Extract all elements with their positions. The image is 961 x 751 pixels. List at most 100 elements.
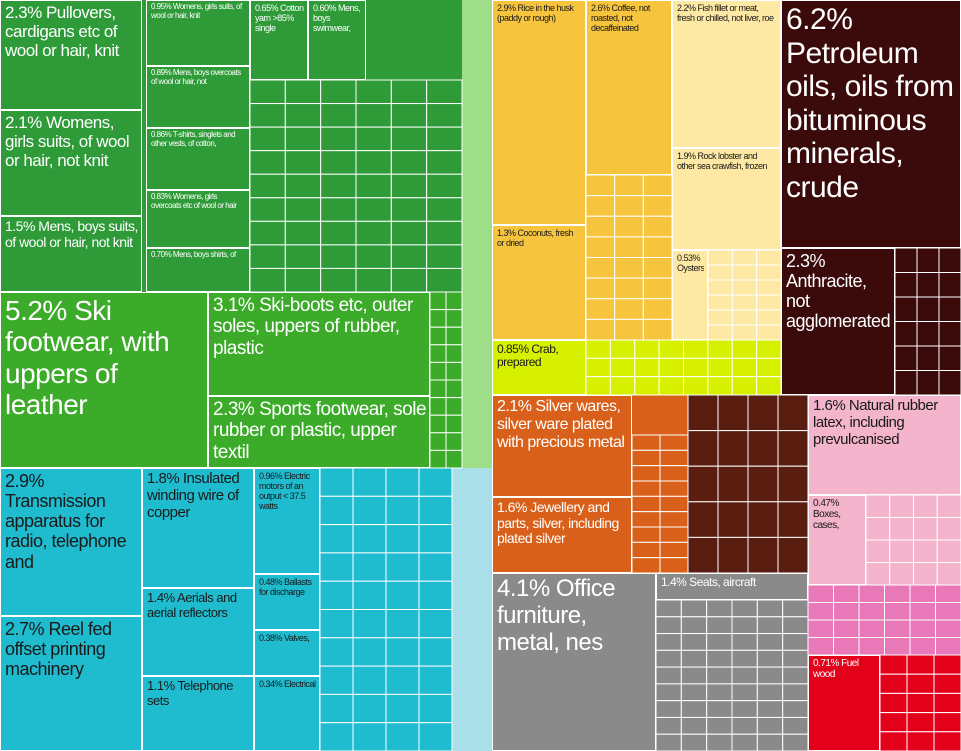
treemap-cell bbox=[731, 294, 758, 311]
treemap-item[interactable]: 2.2% Fish fillet or meat, fresh or chill… bbox=[672, 0, 781, 148]
treemap-item[interactable]: 5.2% Ski footwear, with uppers of leathe… bbox=[0, 292, 208, 468]
treemap-cell bbox=[429, 291, 447, 311]
treemap-item[interactable]: 1.3% Coconuts, fresh or dried bbox=[492, 225, 586, 340]
treemap-cell bbox=[445, 432, 463, 451]
treemap-item[interactable]: 0.65% Cotton yarn >85% single bbox=[250, 0, 308, 80]
treemap-cell bbox=[418, 637, 453, 667]
treemap-item[interactable]: 1.9% Rock lobster and other sea crawfish… bbox=[672, 148, 781, 250]
treemap-item[interactable]: 2.3% Pullovers, cardigans etc of wool or… bbox=[0, 0, 142, 110]
treemap-cell bbox=[884, 637, 911, 656]
treemap-item[interactable]: 6.2% Petroleum oils, oils from bituminou… bbox=[781, 0, 961, 248]
treemap-cell bbox=[655, 666, 682, 685]
treemap-item-label: 1.1% Telephone sets bbox=[147, 679, 234, 708]
treemap-cell bbox=[683, 376, 709, 396]
treemap-cell bbox=[731, 279, 758, 296]
treemap-cell bbox=[916, 345, 940, 371]
treemap-cell bbox=[659, 526, 689, 543]
region-background bbox=[452, 468, 492, 751]
treemap-cell bbox=[909, 584, 936, 603]
treemap-item[interactable]: 0.86% T-shirts, singlets and other vests… bbox=[146, 128, 250, 190]
treemap-item[interactable]: 0.48% Ballasts for discharge bbox=[254, 574, 320, 630]
treemap-cell bbox=[865, 494, 891, 518]
treemap-cell bbox=[936, 562, 961, 586]
treemap-cell bbox=[390, 220, 428, 246]
treemap-item[interactable]: 0.83% Womens, girls overcoats etc of woo… bbox=[146, 190, 250, 248]
treemap-item-label: 0.65% Cotton yarn >85% single bbox=[255, 3, 304, 34]
treemap-cell bbox=[385, 495, 420, 526]
treemap-item-label: 0.96% Electric motors of an output < 37.… bbox=[259, 471, 310, 512]
treemap-item[interactable]: 0.53% Oysters bbox=[672, 250, 708, 340]
treemap-cell bbox=[642, 236, 673, 258]
treemap-item[interactable]: 2.7% Reel fed offset printing machinery bbox=[0, 616, 142, 751]
treemap-cell bbox=[631, 465, 661, 482]
treemap-cell bbox=[687, 465, 719, 503]
treemap-item[interactable]: 2.1% Silver wares, silver ware plated wi… bbox=[492, 395, 632, 497]
treemap-item[interactable]: 0.95% Womens, girls suits, of wool or ha… bbox=[146, 0, 250, 66]
treemap-cell bbox=[913, 494, 938, 518]
treemap-cell bbox=[879, 712, 908, 733]
treemap-item[interactable]: 2.3% Sports footwear, sole rubber or pla… bbox=[208, 396, 430, 468]
treemap-item[interactable]: 1.6% Natural rubber latex, including pre… bbox=[808, 395, 961, 495]
treemap-item[interactable]: 0.71% Fuel wood bbox=[808, 655, 880, 751]
treemap-cell bbox=[731, 357, 758, 378]
treemap-item[interactable]: 0.96% Electric motors of an output < 37.… bbox=[254, 468, 320, 574]
treemap-cell bbox=[352, 495, 387, 526]
treemap-cell bbox=[747, 394, 779, 432]
treemap-cell bbox=[352, 693, 387, 724]
treemap-cell bbox=[385, 580, 420, 611]
treemap-item[interactable]: 0.85% Crab, prepared bbox=[492, 340, 586, 395]
treemap-cell bbox=[916, 272, 940, 298]
treemap-cell bbox=[355, 126, 392, 152]
treemap-cell bbox=[687, 430, 719, 467]
treemap-item[interactable]: 1.4% Seats, aircraft bbox=[656, 573, 808, 600]
treemap-item[interactable]: 1.4% Aerials and aerial reflectors bbox=[142, 588, 254, 676]
treemap-item[interactable]: 1.1% Telephone sets bbox=[142, 676, 254, 751]
treemap-item-label: 1.3% Coconuts, fresh or dried bbox=[497, 228, 574, 249]
treemap-cell bbox=[938, 321, 961, 347]
treemap-item[interactable]: 1.6% Jewellery and parts, silver, includ… bbox=[492, 497, 632, 573]
treemap-item[interactable]: 2.9% Transmission apparatus for radio, t… bbox=[0, 468, 142, 616]
treemap-item-label: 1.4% Seats, aircraft bbox=[661, 576, 756, 589]
treemap-item[interactable]: 2.9% Rice in the husk (paddy or rough) bbox=[492, 0, 586, 225]
treemap-cell bbox=[865, 517, 891, 541]
treemap-cell bbox=[585, 215, 616, 238]
treemap-cell bbox=[858, 637, 885, 656]
treemap-cell bbox=[585, 318, 616, 341]
treemap-item[interactable]: 3.1% Ski-boots etc, outer soles, uppers … bbox=[208, 292, 430, 396]
treemap-cell bbox=[585, 357, 611, 378]
treemap-cell bbox=[731, 716, 758, 735]
treemap-cell bbox=[884, 584, 911, 603]
treemap-cell bbox=[418, 467, 453, 497]
treemap-cell bbox=[319, 637, 354, 667]
treemap-cell bbox=[284, 197, 322, 222]
treemap-cell bbox=[865, 539, 891, 563]
treemap-item[interactable]: 1.5% Mens, boys suits, of wool or hair, … bbox=[0, 216, 142, 292]
treemap-cell bbox=[585, 236, 616, 258]
treemap-cell bbox=[906, 731, 935, 751]
treemap-cell bbox=[913, 539, 938, 563]
treemap-cell bbox=[879, 654, 908, 675]
treemap-item[interactable]: 2.3% Anthracite, not agglomerated bbox=[781, 248, 895, 395]
treemap-cell bbox=[707, 324, 733, 341]
treemap-cell bbox=[659, 465, 689, 482]
treemap-cell bbox=[777, 430, 809, 467]
treemap-cell bbox=[445, 397, 463, 416]
treemap-item[interactable]: 1.8% Insulated winding wire of copper bbox=[142, 468, 254, 588]
treemap-cell bbox=[756, 294, 782, 311]
treemap-item[interactable]: 2.6% Coffee, not roasted, not decaffeina… bbox=[586, 0, 672, 175]
treemap-item[interactable]: 0.34% Electrical bbox=[254, 676, 320, 751]
treemap-cell bbox=[756, 339, 782, 359]
treemap-cell bbox=[756, 599, 784, 618]
treemap-item[interactable]: 2.1% Womens, girls suits, of wool or hai… bbox=[0, 110, 142, 216]
treemap-cell bbox=[355, 103, 392, 128]
treemap-cell bbox=[390, 79, 428, 105]
treemap-cell bbox=[756, 649, 784, 668]
treemap-item[interactable]: 0.60% Mens, boys swimwear, bbox=[308, 0, 366, 80]
treemap-item[interactable]: 0.70% Mens, boys shirts, of bbox=[146, 248, 250, 292]
treemap-item[interactable]: 0.89% Mens, boys overcoats of wool or ha… bbox=[146, 66, 250, 128]
treemap-item[interactable]: 4.1% Office furniture, metal, nes bbox=[492, 573, 656, 751]
treemap-item[interactable]: 0.38% Valves, bbox=[254, 630, 320, 676]
treemap-item[interactable]: 0.47% Boxes, cases, bbox=[808, 495, 866, 585]
treemap-cell bbox=[284, 126, 322, 152]
treemap-cell bbox=[756, 376, 782, 396]
